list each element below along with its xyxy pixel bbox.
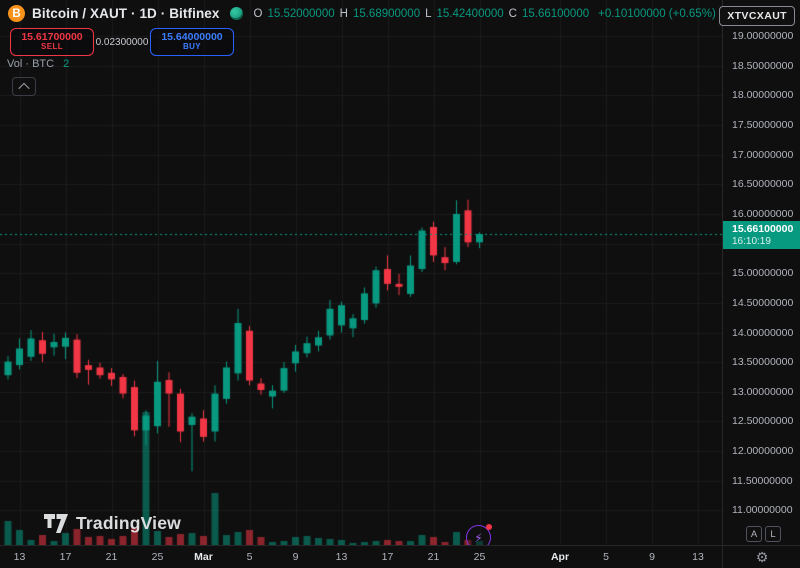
price-axis-label: 12.00000000 bbox=[732, 445, 794, 458]
axis-corner: ⚙ bbox=[722, 545, 800, 568]
buy-label: BUY bbox=[182, 42, 202, 52]
tradingview-watermark-text: TradingView bbox=[76, 513, 181, 533]
log-scale-button[interactable]: L bbox=[765, 526, 781, 542]
volume-value: 2 bbox=[63, 58, 70, 70]
high-value: 15.68900000 bbox=[352, 7, 421, 20]
price-axis-label: 11.50000000 bbox=[732, 474, 793, 487]
time-axis-label: Apr bbox=[550, 551, 570, 563]
low-value: 15.42400000 bbox=[436, 7, 504, 20]
time-axis-label: 5 bbox=[603, 551, 609, 563]
price-axis-label: 14.00000000 bbox=[732, 326, 794, 339]
symbol-title[interactable]: Bitcoin / XAUT · 1D · Bitfinex bbox=[32, 6, 220, 21]
price-scale-buttons: A L bbox=[746, 526, 781, 542]
collapse-legend-button[interactable] bbox=[12, 77, 36, 96]
price-axis-label: 17.50000000 bbox=[732, 118, 794, 131]
volume-label: Vol · BTC bbox=[7, 58, 55, 70]
price-axis-label: 18.00000000 bbox=[732, 89, 794, 102]
high-label: H bbox=[339, 7, 348, 20]
ohlc-values: O 15.52000000 H 15.68900000 L 15.4240000… bbox=[254, 8, 590, 20]
time-axis-label: 13 bbox=[692, 551, 704, 563]
current-price-value: 15.66100000 bbox=[732, 223, 794, 235]
price-axis-label: 19.00000000 bbox=[732, 30, 794, 42]
change-value: +0.10100000 (+0.65%) bbox=[598, 7, 716, 20]
price-axis-label: 14.50000000 bbox=[732, 296, 794, 309]
time-axis-label: 21 bbox=[427, 551, 440, 563]
time-axis-label: 17 bbox=[381, 551, 394, 563]
price-axis-label: 16.50000000 bbox=[732, 178, 794, 191]
volume-legend: Vol · BTC 2 bbox=[7, 58, 69, 70]
bitfinex-icon bbox=[229, 7, 243, 20]
time-axis-label: 5 bbox=[246, 551, 253, 563]
current-price-badge: 15.66100000 16:10:19 bbox=[723, 221, 800, 249]
time-axis-label: 25 bbox=[151, 551, 164, 563]
time-axis[interactable]: 13 17 21 25 Mar 5 9 13 17 21 25 Apr 5 9 13 bbox=[0, 545, 722, 568]
price-axis-label: 18.50000000 bbox=[732, 59, 794, 72]
time-axis-label: 9 bbox=[649, 551, 655, 563]
time-axis-label: 13 bbox=[13, 551, 26, 563]
close-label: C bbox=[508, 7, 517, 20]
gear-icon[interactable]: ⚙ bbox=[755, 549, 769, 566]
time-axis-label: 17 bbox=[59, 551, 72, 563]
close-value: 15.66100000 bbox=[521, 7, 590, 20]
auto-scale-button[interactable]: A bbox=[746, 526, 762, 542]
price-axis-label: 11.00000000 bbox=[732, 504, 793, 517]
price-axis-label: 12.50000000 bbox=[732, 415, 794, 428]
bitcoin-icon: B bbox=[8, 5, 25, 22]
tradingview-watermark: TradingView bbox=[44, 513, 181, 534]
time-axis-label: 25 bbox=[473, 551, 486, 563]
price-axis-label: 15.00000000 bbox=[732, 267, 794, 280]
price-axis-label: 13.00000000 bbox=[732, 385, 794, 398]
time-axis-label: 13 bbox=[335, 551, 348, 563]
price-axis[interactable]: 15.66100000 16:10:19 A L 19.00000000 18.5… bbox=[722, 0, 800, 545]
time-axis-label: 9 bbox=[292, 551, 299, 563]
symbol-chip[interactable]: XTVCXAUT bbox=[719, 6, 795, 26]
buy-button[interactable]: 15.64000000 BUY bbox=[150, 28, 234, 56]
notification-dot bbox=[486, 524, 492, 530]
open-label: O bbox=[253, 7, 263, 20]
sell-price: 15.61700000 bbox=[21, 30, 83, 43]
price-axis-label: 16.00000000 bbox=[732, 207, 794, 220]
candlestick-chart[interactable] bbox=[0, 0, 722, 545]
sell-label: SELL bbox=[40, 42, 64, 52]
time-axis-label: 21 bbox=[105, 551, 118, 563]
low-label: L bbox=[425, 7, 432, 20]
open-value: 15.52000000 bbox=[267, 7, 335, 20]
trade-panel: 15.61700000 SELL 0.02300000 15.64000000 … bbox=[10, 28, 234, 56]
price-axis-label: 13.50000000 bbox=[732, 356, 794, 369]
price-axis-label: 17.00000000 bbox=[732, 148, 794, 161]
spread-value: 0.02300000 bbox=[95, 36, 149, 48]
tradingview-logo-icon bbox=[44, 514, 68, 533]
symbol-legend[interactable]: B Bitcoin / XAUT · 1D · Bitfinex O 15.52… bbox=[8, 5, 716, 22]
bar-countdown: 16:10:19 bbox=[732, 236, 771, 247]
lightning-bolt-icon: ⚡ bbox=[474, 530, 483, 545]
buy-price: 15.64000000 bbox=[161, 30, 223, 43]
time-axis-label: Mar bbox=[194, 551, 213, 563]
sell-button[interactable]: 15.61700000 SELL bbox=[10, 28, 94, 56]
chevron-up-icon bbox=[18, 82, 30, 94]
